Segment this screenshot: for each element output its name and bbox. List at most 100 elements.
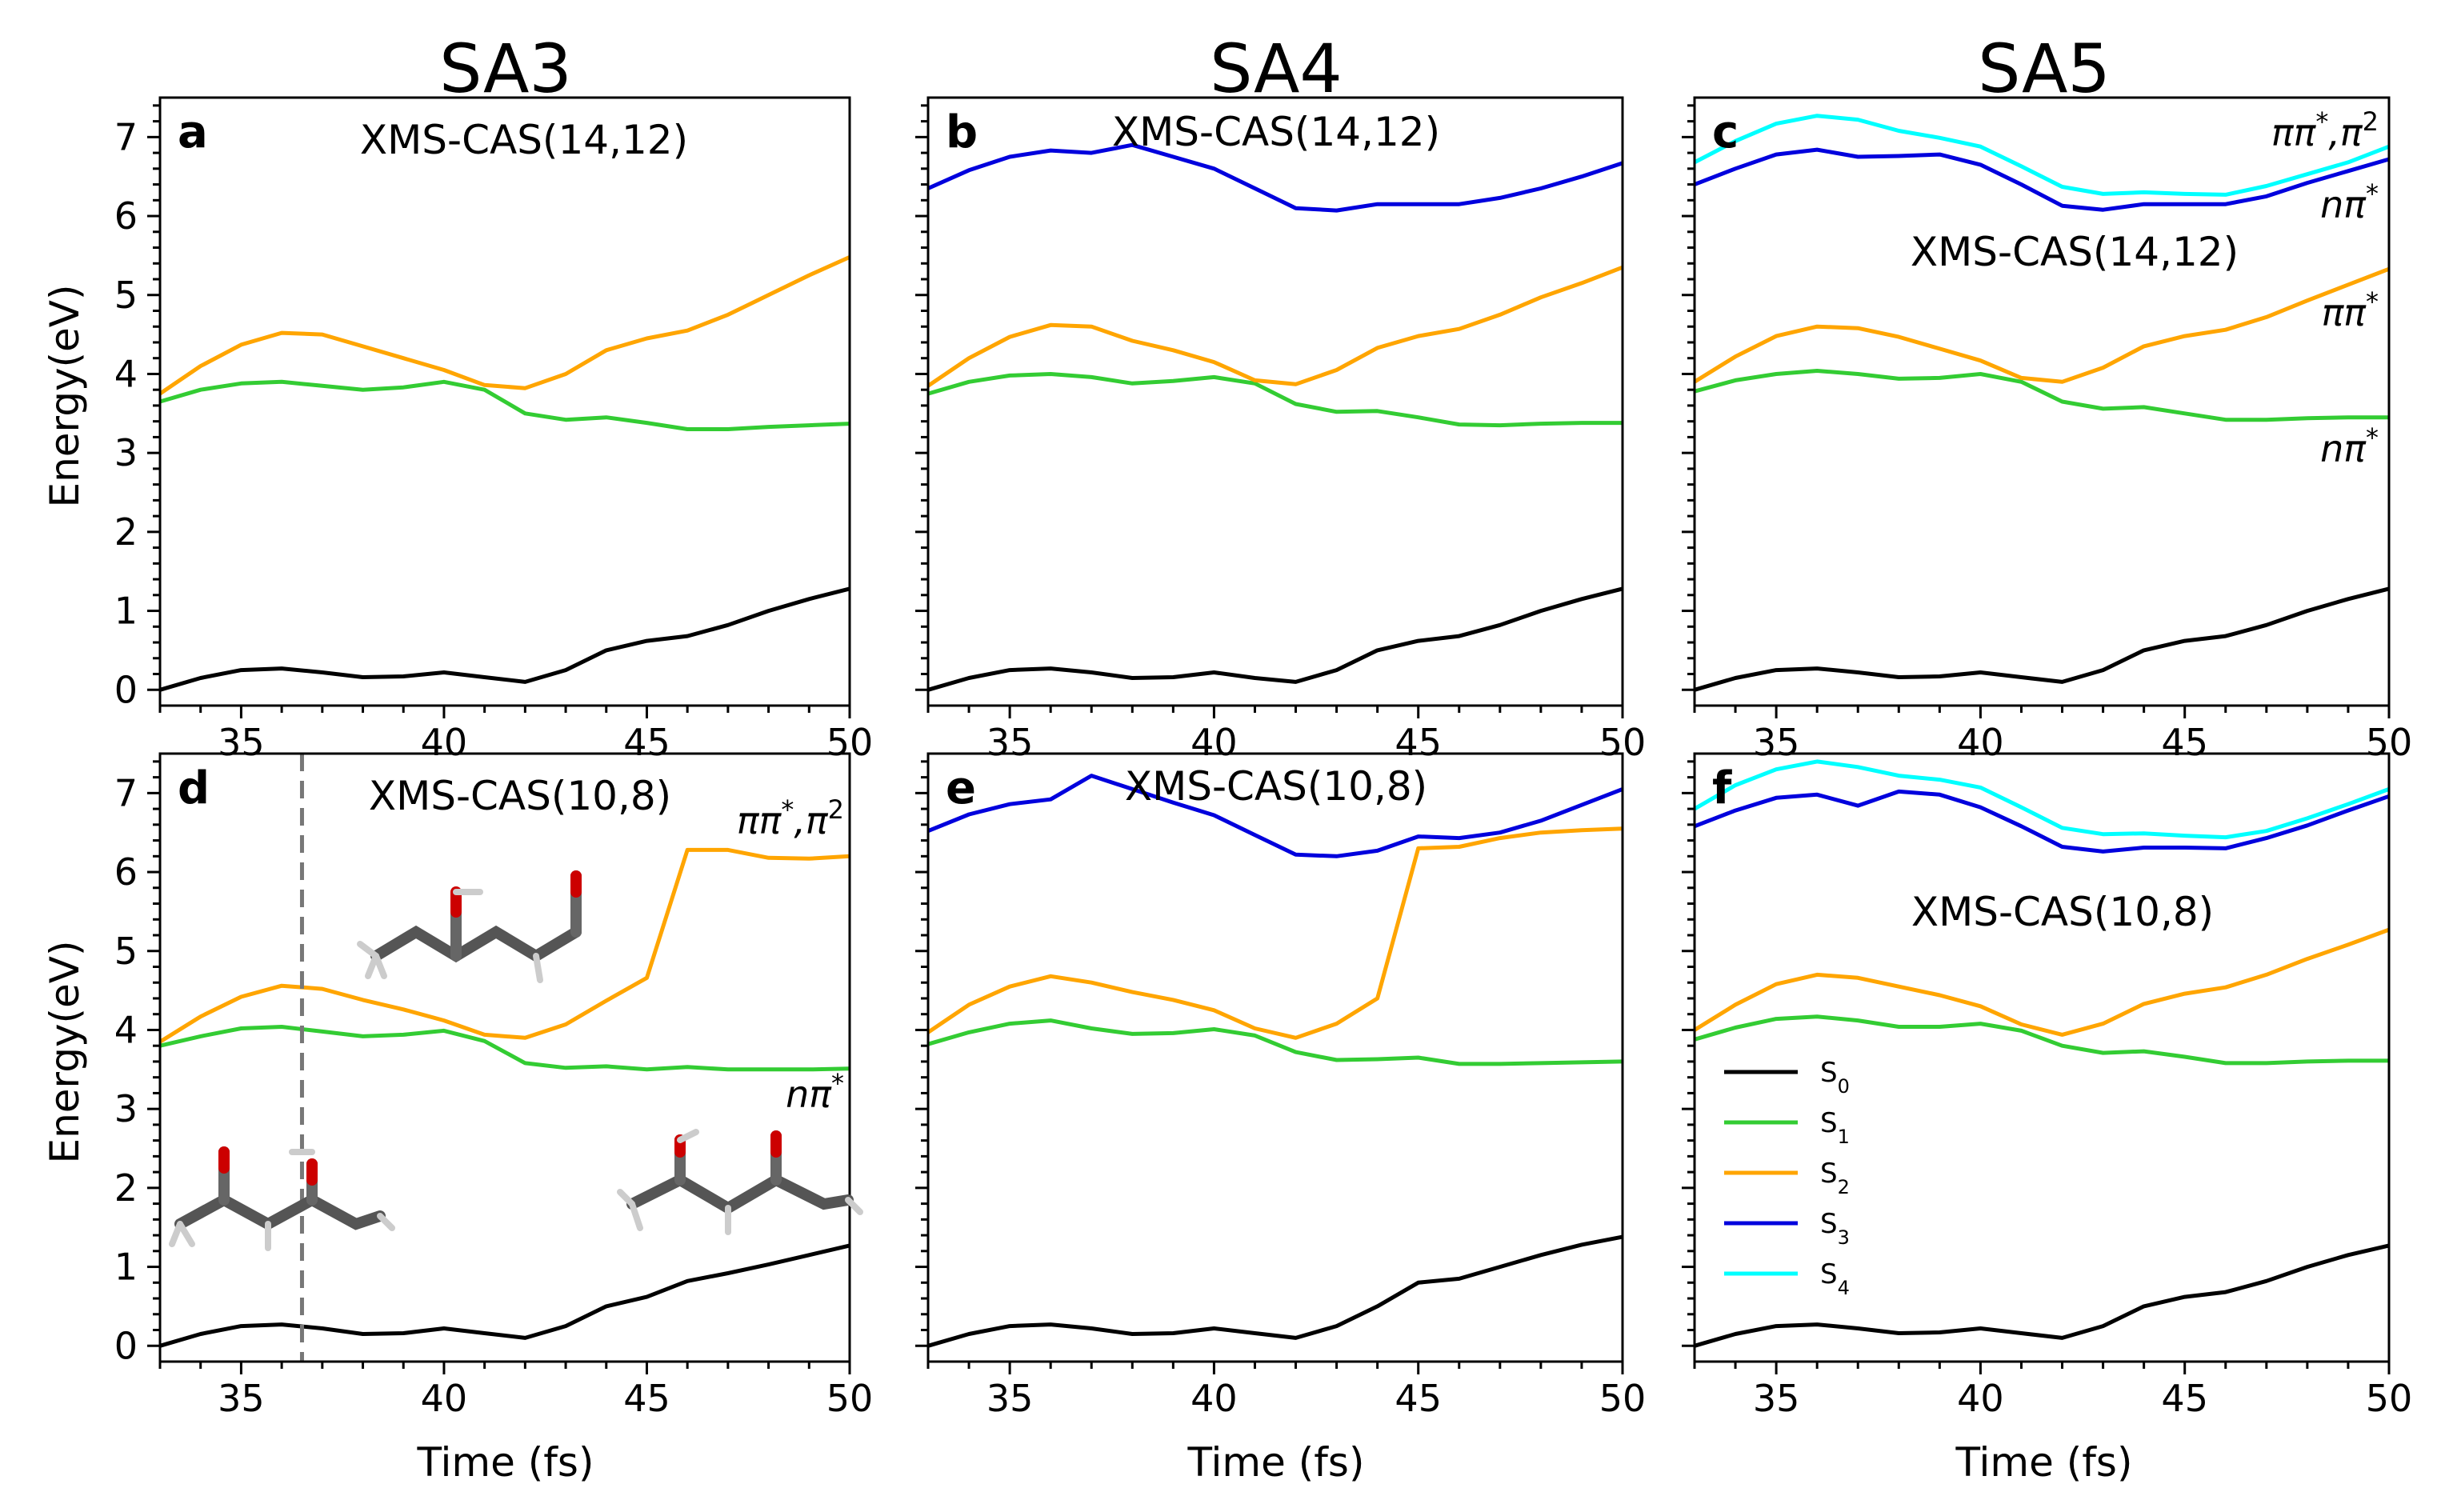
series-line-s0 <box>927 1234 1623 1348</box>
column-title-sa4: SA4 <box>1210 30 1343 108</box>
ticks <box>1682 760 2391 1374</box>
state-annotation: ππ*,π2 <box>737 794 844 842</box>
legend-label: S3 <box>1820 1208 1850 1249</box>
x-tick-label: 45 <box>2161 1377 2208 1420</box>
x-tick-label: 35 <box>986 1377 1034 1420</box>
x-tick-label: 50 <box>2366 1377 2413 1420</box>
method-label: XMS-CAS(14,12) <box>1911 229 2239 275</box>
y-tick-label: 7 <box>114 771 138 814</box>
legend-label: S2 <box>1820 1158 1850 1198</box>
x-axis-label-e: Time (fs) <box>1187 1439 1365 1486</box>
series-group <box>158 255 851 692</box>
series-line-s0 <box>159 1243 850 1348</box>
y-tick-label: 5 <box>114 930 138 973</box>
y-tick-label: 2 <box>114 1166 138 1210</box>
series-line-s3 <box>926 142 1623 213</box>
x-tick-label: 35 <box>218 721 265 764</box>
panel-f: 35 40 45 50 f XMS-CAS(10,8) <box>1682 752 2413 1420</box>
series-line-s0 <box>159 586 850 692</box>
x-tick-label: 40 <box>421 1377 468 1420</box>
series-line-s0 <box>1694 586 2390 692</box>
plot-frame <box>926 752 1624 1363</box>
method-label: XMS-CAS(14,12) <box>1112 109 1440 155</box>
legend-label: S1 <box>1820 1107 1850 1148</box>
legend-item-s0: S0 <box>1724 1057 1850 1098</box>
y-axis-label-top: Energy(eV) <box>42 284 88 507</box>
x-tick-label: 45 <box>1395 1377 1442 1420</box>
molecule-structure-left <box>169 1146 395 1251</box>
column-title-sa5: SA5 <box>1978 30 2111 108</box>
panel-letter: a <box>178 106 208 158</box>
panel-letter: f <box>1712 762 1732 814</box>
series-line-s3 <box>1694 147 2390 212</box>
legend-label: S0 <box>1820 1057 1850 1098</box>
y-tick-label: 7 <box>114 115 138 158</box>
legend-item-s1: S1 <box>1724 1107 1850 1148</box>
y-tick-label: 4 <box>114 352 138 395</box>
x-tick-label: 40 <box>1957 721 2004 764</box>
panel-letter: c <box>1712 106 1739 158</box>
y-axis-label-bottom: Energy(eV) <box>42 940 88 1163</box>
series-line-s0 <box>927 586 1623 692</box>
plot-frame <box>158 752 851 1363</box>
series-line-s2 <box>1693 266 2390 384</box>
y-tick-label: 0 <box>114 1324 138 1367</box>
series-group <box>926 774 1623 1348</box>
series-line-s2 <box>1693 927 2390 1037</box>
x-tick-label: 50 <box>826 1377 874 1420</box>
series-group <box>158 847 850 1348</box>
panel-b: 35 40 45 50b XMS-CAS(14,12) <box>915 96 1646 764</box>
plot-frame <box>926 96 1624 707</box>
method-label: XMS-CAS(10,8) <box>369 773 671 819</box>
series-line-s1 <box>159 1025 850 1072</box>
series-line-s1 <box>1694 369 2389 422</box>
state-annotation: ππ* <box>2322 286 2379 334</box>
ticks <box>147 104 851 718</box>
method-label: XMS-CAS(10,8) <box>1125 763 1427 810</box>
x-tick-label: 40 <box>1190 721 1238 764</box>
series-group <box>926 142 1623 692</box>
series-line-s3 <box>927 774 1623 858</box>
series-line-s3 <box>1694 789 2390 854</box>
y-tick-label: 3 <box>114 1087 138 1130</box>
x-tick-label: 45 <box>2161 721 2208 764</box>
y-tick-label: 6 <box>114 850 138 894</box>
y-tick-label: 1 <box>114 590 138 633</box>
series-line-s2 <box>926 265 1623 388</box>
panel-e: 35 40 45 50 e XMS-CAS(10,8) <box>915 752 1646 1420</box>
x-tick-label: 35 <box>1753 721 1800 764</box>
ticks <box>1682 104 2391 718</box>
legend-label: S4 <box>1820 1258 1850 1299</box>
ticks <box>915 104 1624 718</box>
x-tick-label: 35 <box>986 721 1034 764</box>
series-line-s2 <box>158 255 851 396</box>
x-tick-label: 45 <box>1395 721 1442 764</box>
y-tick-label: 3 <box>114 431 138 474</box>
ticks <box>915 760 1624 1374</box>
state-annotation: ππ*,π2 <box>2271 106 2379 154</box>
state-annotation: nπ* <box>2320 178 2379 226</box>
state-annotation: nπ* <box>2320 422 2379 470</box>
x-tick-label: 35 <box>1753 1377 1800 1420</box>
legend: S0 S1 S2 S3 S4 <box>1724 1057 1850 1299</box>
series-line-s1 <box>927 1018 1623 1066</box>
molecule-structure-right <box>617 1129 863 1235</box>
method-label: XMS-CAS(10,8) <box>1911 889 2214 935</box>
series-group <box>1693 114 2390 692</box>
column-title-sa3: SA3 <box>439 30 572 108</box>
x-tick-label: 40 <box>1190 1377 1238 1420</box>
legend-item-s2: S2 <box>1724 1158 1850 1198</box>
y-tick-label: 2 <box>114 510 138 554</box>
series-line-s1 <box>159 379 850 431</box>
x-tick-label: 40 <box>421 721 468 764</box>
plot-frame <box>1693 752 2391 1363</box>
series-line-s2 <box>926 826 1623 1040</box>
method-label: XMS-CAS(14,12) <box>360 117 688 163</box>
x-tick-label: 40 <box>1957 1377 2004 1420</box>
series-line-s1 <box>927 372 1623 428</box>
molecule-structure-top <box>357 870 582 983</box>
series-line-s2 <box>158 847 850 1044</box>
